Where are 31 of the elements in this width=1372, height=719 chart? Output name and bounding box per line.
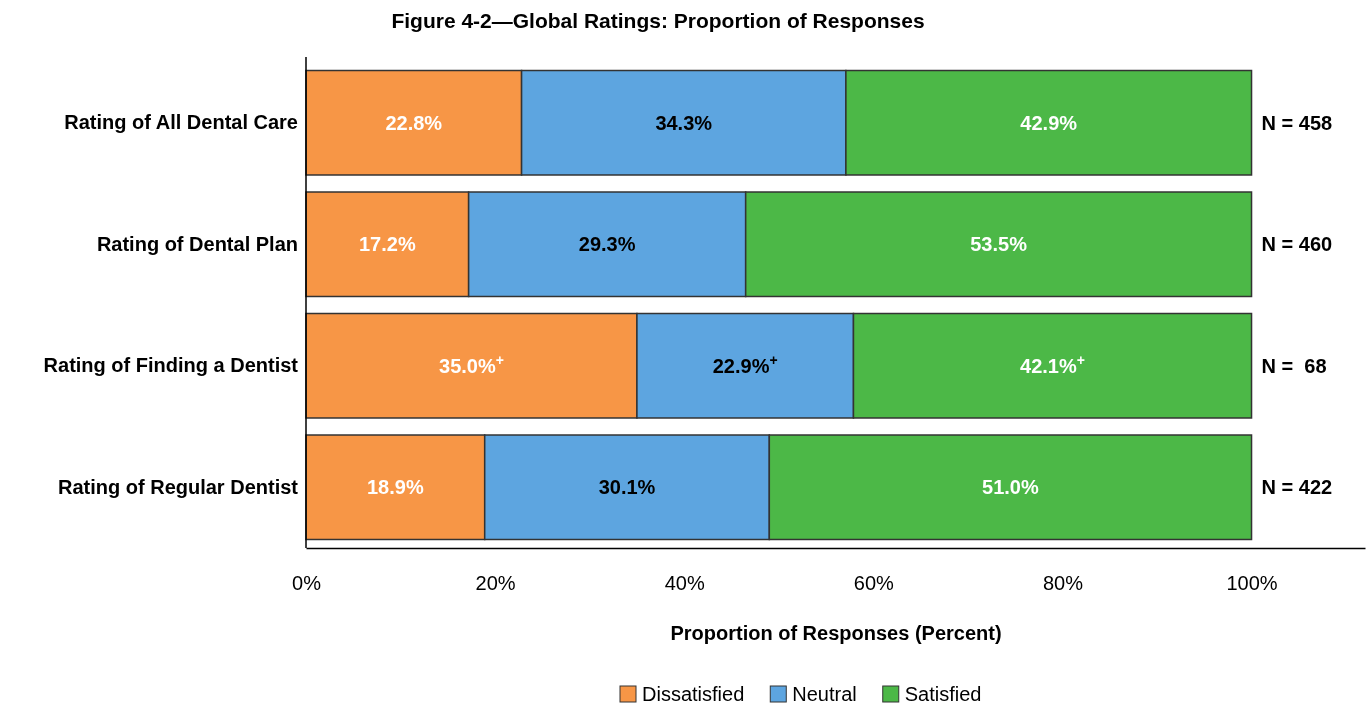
y-tick-label: Rating of Regular Dentist [57,475,299,498]
x-tick-label: 40% [664,572,705,595]
y-tick-label: Rating of All Dental Care [64,111,298,134]
annotation: N = 458 [1261,111,1333,134]
x-axis-title: Proportion of Responses (Percent) [670,622,1002,644]
x-tick-label: 0% [292,572,322,595]
legend-label: Satisfied [904,683,982,705]
data-label: 30.1% [598,476,656,499]
annotation: N = 460 [1261,233,1333,256]
chart-title: Figure 4-2—Global Ratings: Proportion of Responses [391,9,925,32]
data-label: 35.0%$^{+}$ [439,351,504,377]
data-label: 42.1%$^{+}$ [1020,351,1085,377]
legend-label: Neutral [792,683,857,705]
y-tick-label: Rating of Dental Plan [96,232,298,255]
data-label: 53.5% [970,233,1028,256]
data-label: 51.0% [982,476,1039,499]
data-label: 18.9% [366,476,424,499]
annotation: N = 422 [1261,476,1333,499]
data-label: 42.9% [1020,111,1078,134]
data-label: 29.3% [578,233,636,256]
legend-label: Dissatisfied [642,683,745,705]
data-label: 17.2% [358,233,416,256]
x-tick-label: 80% [1042,572,1084,595]
data-label: 34.3% [655,111,713,134]
y-tick-label: Rating of Finding a Dentist [43,354,299,377]
data-label: 22.8% [385,111,443,134]
data-label: 22.9%$^{+}$ [712,351,778,377]
x-tick-label: 20% [475,572,516,595]
x-tick-label: 100% [1226,572,1278,595]
x-tick-label: 60% [853,572,895,595]
annotation: N = 68 [1261,354,1327,377]
